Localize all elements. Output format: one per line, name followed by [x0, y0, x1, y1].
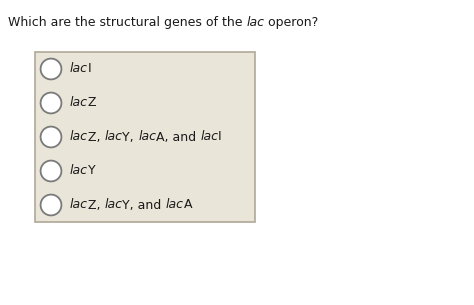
Text: Y,: Y,: [122, 131, 138, 143]
Text: Y, and: Y, and: [122, 199, 166, 211]
Text: lac: lac: [166, 199, 184, 211]
Text: lac: lac: [104, 131, 122, 143]
Text: operon?: operon?: [264, 16, 319, 29]
Text: A, and: A, and: [156, 131, 200, 143]
Circle shape: [41, 59, 62, 79]
Text: lac: lac: [70, 96, 88, 109]
Text: lac: lac: [70, 199, 88, 211]
Text: Which are the structural genes of the: Which are the structural genes of the: [8, 16, 246, 29]
Text: lac: lac: [70, 131, 88, 143]
Text: lac: lac: [70, 164, 88, 178]
Text: lac: lac: [138, 131, 156, 143]
Text: lac: lac: [246, 16, 264, 29]
Text: Z,: Z,: [88, 199, 104, 211]
Bar: [35, 52, 255, 222]
Text: I: I: [218, 131, 222, 143]
Circle shape: [41, 127, 62, 147]
Text: lac: lac: [70, 63, 88, 76]
Text: Z: Z: [88, 96, 97, 109]
Text: lac: lac: [200, 131, 218, 143]
Text: Z,: Z,: [88, 131, 104, 143]
Text: I: I: [88, 63, 91, 76]
Circle shape: [41, 195, 62, 215]
Text: A: A: [184, 199, 192, 211]
Text: Y: Y: [88, 164, 96, 178]
Text: lac: lac: [104, 199, 122, 211]
Circle shape: [41, 93, 62, 113]
Circle shape: [41, 161, 62, 181]
